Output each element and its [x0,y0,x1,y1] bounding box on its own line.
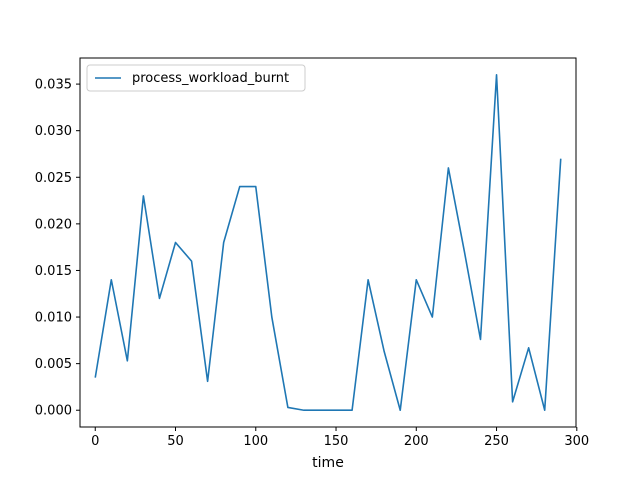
y-tick-label: 0.000 [35,404,72,419]
x-tick-label: 200 [404,434,429,449]
axes-frame [79,57,577,428]
legend-box [86,64,306,92]
x-tick-label: 0 [91,434,99,449]
legend-series-label: process_workload_burnt [132,71,289,86]
y-tick-label: 0.010 [35,311,72,326]
legend: process_workload_burnt [86,64,306,92]
x-tick-label: 50 [167,434,184,449]
y-tick-label: 0.005 [35,357,72,372]
x-tick-label: 100 [243,434,268,449]
y-tick-label: 0.015 [35,264,72,279]
x-tick-label: 250 [484,434,509,449]
x-tick-label: 150 [324,434,349,449]
plot-area [94,73,562,412]
y-tick-label: 0.030 [35,124,72,139]
x-tick-label: 300 [564,434,589,449]
y-tick-label: 0.020 [35,217,72,232]
y-tick-label: 0.035 [35,78,72,93]
x-axis-label: time [312,455,344,471]
axis-ticks: 0 50 100 150 200 250 300 0.000 0.005 0.010 0.015 0.… [35,78,589,449]
series-line [94,73,562,412]
y-tick-label: 0.025 [35,171,72,186]
